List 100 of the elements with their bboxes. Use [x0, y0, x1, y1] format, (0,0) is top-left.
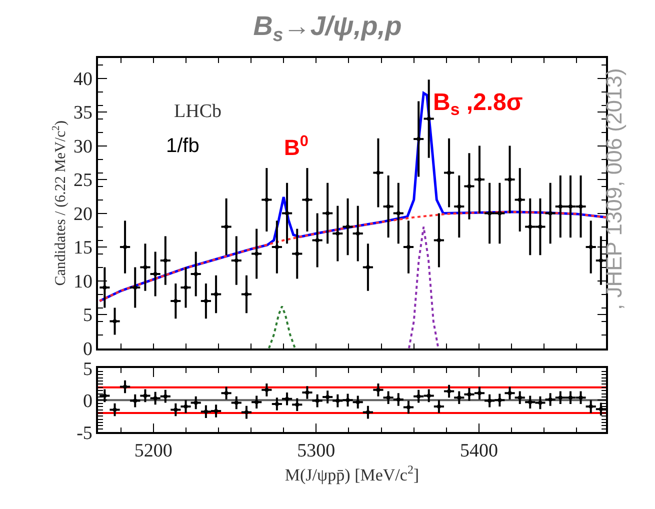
point [578, 396, 583, 400]
point [538, 224, 542, 229]
point [406, 245, 410, 250]
annotation: LHCb [174, 101, 222, 122]
point [457, 204, 462, 209]
point [558, 396, 562, 400]
point [274, 245, 279, 250]
point [305, 198, 310, 202]
point [244, 410, 248, 414]
x-tick-label: 5300 [297, 440, 336, 462]
point [214, 292, 218, 296]
annotation: B$_{s}$ ,2.8σ [433, 89, 523, 120]
point [356, 232, 360, 236]
point [366, 265, 370, 270]
point [224, 391, 228, 396]
point [123, 384, 128, 389]
point [578, 204, 583, 209]
point [488, 398, 492, 403]
point [112, 408, 117, 412]
point [498, 211, 502, 216]
point [102, 286, 107, 290]
point [102, 394, 107, 398]
point [254, 252, 259, 256]
point [163, 394, 168, 398]
annotation: 1/fb [166, 135, 200, 157]
point [386, 204, 390, 209]
point [447, 170, 452, 175]
point [244, 292, 248, 296]
point [224, 224, 228, 229]
point [518, 198, 522, 202]
line-series [268, 305, 296, 348]
point [548, 398, 552, 402]
y-tick-label: 25 [73, 170, 92, 192]
point [163, 258, 168, 263]
point [153, 396, 158, 400]
x-tick-label: 5200 [134, 440, 172, 462]
point [386, 396, 390, 400]
point [508, 178, 512, 182]
point [436, 238, 441, 242]
point [264, 388, 269, 392]
point [477, 178, 482, 182]
point [488, 211, 492, 216]
point [285, 396, 290, 401]
y-tick-label: 20 [73, 204, 92, 225]
y-tick-label: 40 [73, 68, 92, 90]
point [204, 299, 208, 304]
point [174, 408, 178, 412]
point [326, 394, 330, 399]
x-axis-title: M(J/ψpp̄) [MeV/c$^{2}$] [284, 462, 420, 485]
point [477, 391, 482, 396]
annotation: B$^{0}$ [284, 133, 308, 160]
point [447, 389, 452, 394]
y-tick-label: 10 [73, 271, 92, 292]
point [184, 404, 188, 409]
point [588, 404, 593, 409]
point [467, 392, 472, 396]
point [376, 388, 380, 392]
point [254, 400, 259, 404]
point [508, 391, 512, 396]
point [133, 286, 138, 290]
point [436, 404, 441, 409]
point [366, 410, 370, 414]
point [346, 224, 350, 229]
point [123, 245, 128, 250]
point [153, 272, 158, 276]
point [285, 211, 290, 216]
point [204, 410, 208, 414]
point [234, 400, 238, 405]
annotation: , JHEP 1309, 006 (2013) [602, 68, 627, 310]
y-tick-label: 35 [73, 102, 92, 124]
point [416, 137, 421, 142]
point [558, 204, 562, 209]
point [518, 396, 522, 400]
point [528, 224, 532, 229]
point [396, 398, 400, 402]
point [426, 116, 431, 121]
point [143, 394, 148, 398]
point [184, 286, 188, 290]
x-tick-label: 5400 [460, 440, 498, 462]
point [194, 400, 198, 405]
point [336, 398, 340, 403]
point [467, 184, 472, 188]
point [376, 170, 380, 175]
y-tick-label: -5 [76, 422, 92, 444]
point [194, 272, 198, 276]
point [598, 407, 603, 412]
point [295, 252, 300, 256]
point [356, 400, 360, 404]
point [568, 396, 573, 400]
y-tick-label: 0 [82, 338, 92, 360]
point [143, 265, 148, 270]
point [528, 400, 532, 404]
line-series [408, 226, 440, 348]
point [326, 211, 330, 216]
point [416, 394, 421, 398]
point [396, 211, 400, 216]
point [315, 398, 320, 403]
point [214, 409, 218, 414]
y-tick-label: 30 [73, 136, 92, 158]
line-series [98, 210, 606, 302]
